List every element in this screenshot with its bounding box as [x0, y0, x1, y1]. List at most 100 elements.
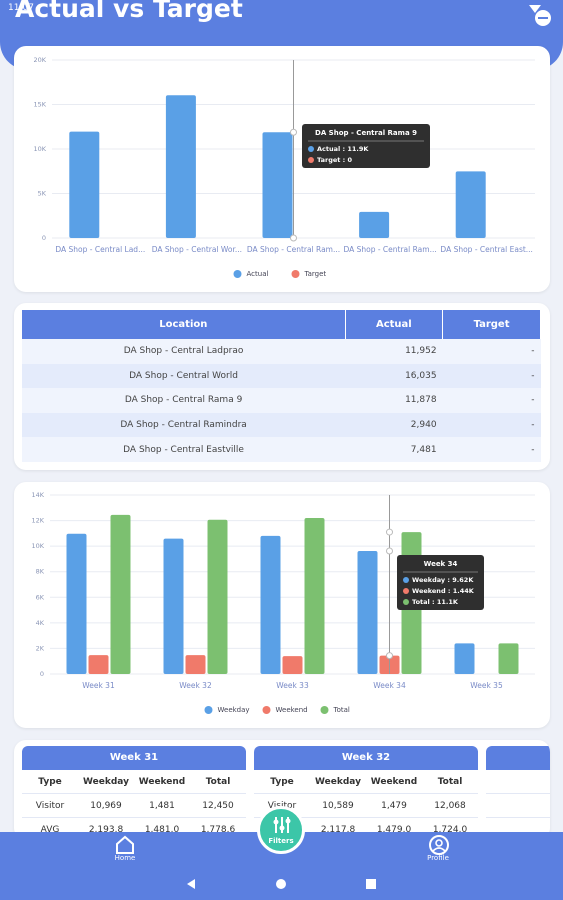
week-card-header: Type [486, 770, 550, 794]
x-tick-label: Week 32 [179, 681, 212, 690]
bar [304, 518, 325, 674]
week-card-row: Visitor 10,589 1,479 12,068 [254, 794, 478, 818]
x-tick-label: DA Shop - Central Lad... [55, 245, 145, 254]
table-row: DA Shop - Central Eastville 7,481 - [22, 437, 541, 462]
week-card-title: Week 31 [22, 746, 246, 770]
week-card-cell: 12,450 [202, 800, 234, 811]
nav-home[interactable]: Home [114, 854, 136, 862]
bar [163, 538, 184, 674]
profile-icon[interactable] [428, 834, 450, 856]
bar [359, 211, 390, 238]
week-card-header-cell: Total [205, 776, 231, 787]
filters-button[interactable]: Filters [257, 806, 305, 854]
y-tick-label: 0 [42, 234, 46, 242]
week-card-row: AVG 2,193.8 1,481.0 1,778.6 [22, 818, 246, 840]
table-cell: - [531, 395, 535, 406]
table-row: DA Shop - Central Ramindra 2,940 - [22, 412, 541, 438]
location-chart: 0 5K 10K 15K 20K DA Shop - Central Lad... DA S… [33, 56, 535, 278]
table-cell: - [531, 370, 535, 381]
nav-profile[interactable]: Profile [427, 854, 449, 862]
tooltip-line: Weekend : 1.44K [412, 587, 475, 595]
y-tick-label: 0 [40, 670, 44, 678]
y-tick-label: 12K [31, 517, 44, 525]
week-card-cell: 1,481.0 [144, 824, 180, 835]
status-time: 11:07 [8, 3, 34, 13]
week-card: TypeVisitorAVG [486, 746, 550, 840]
table-cell: 11,878 [405, 395, 437, 406]
tooltip-swatch [403, 588, 409, 594]
week-card-title: Week 32 [254, 746, 478, 770]
week-card-cell: 1,724.0 [432, 824, 468, 835]
tooltip-title: Week 34 [424, 560, 458, 568]
tooltip-box [302, 124, 430, 168]
x-tick-label: Week 35 [470, 681, 503, 690]
location-table: Location Actual Target DA Shop - Central La… [22, 310, 541, 462]
tooltip-title: DA Shop - Central Rama 9 [315, 129, 417, 137]
bar [454, 643, 475, 674]
table-row: DA Shop - Central World 16,035 - [22, 363, 541, 389]
week-card-header-cell: Weekday [83, 776, 129, 787]
table-header-cell: Actual [345, 310, 444, 339]
table-cell: DA Shop - Central World [129, 370, 238, 381]
bar [357, 551, 378, 674]
table-cell: 16,035 [405, 370, 437, 381]
bar [262, 132, 293, 238]
tooltip-line: Total : 11.1K [412, 598, 459, 606]
x-tick-label: DA Shop - Central Wor... [152, 245, 242, 254]
bar [207, 519, 228, 674]
week-card-header: Type Weekday Weekend Total [22, 770, 246, 794]
legend-label: Target [304, 270, 327, 278]
table-cell: DA Shop - Central Rama 9 [124, 395, 243, 406]
tooltip-swatch [403, 577, 409, 583]
table-header-row: Location Actual Target [22, 310, 541, 339]
y-tick-label: 10K [31, 542, 44, 550]
week-card-header-cell: Weekend [370, 776, 418, 787]
legend-label: Weekday [218, 706, 250, 714]
week-card-cell: Visitor [254, 801, 310, 811]
week-card-cell: Visitor [35, 800, 65, 811]
week-card-cell: 2,117.8 [320, 824, 356, 835]
week-card-cell: 2,193.8 [88, 824, 124, 835]
table-header-cell: Target [442, 310, 541, 339]
week-card: Week 32 Type Weekday Weekend Total Visitor 10,… [254, 746, 478, 840]
week-card-header-cell: Type [270, 776, 294, 787]
x-tick-label: DA Shop - Central East... [440, 245, 533, 254]
legend-label: Weekend [276, 706, 308, 714]
tooltip-swatch [403, 599, 409, 605]
table-cell: - [531, 346, 535, 357]
system-nav [187, 879, 376, 889]
bar [66, 533, 87, 674]
tooltip-point [290, 234, 297, 242]
week-card-row: Visitor 10,969 1,481 12,450 [22, 794, 246, 818]
x-tick-label: DA Shop - Central Ram... [343, 245, 436, 254]
y-tick-label: 4K [36, 619, 45, 627]
tooltip-point [386, 528, 393, 536]
x-tick-label: Week 34 [373, 681, 406, 690]
legend-label: Actual [247, 270, 269, 278]
week-card-cell: 10,969 [90, 800, 122, 811]
tooltip-swatch [308, 157, 314, 163]
table-header-cell: Location [22, 310, 346, 339]
week-card-row: Visitor [486, 794, 550, 818]
bar [282, 656, 303, 674]
week-card-cell: Visitor [486, 801, 550, 811]
week-card-cell: 10,589 [322, 800, 354, 811]
bar [185, 655, 206, 674]
week-chart-card: 0 2K 4K 6K 8K 10K 12K 14K Week 31 Week 32 Week 33 W… [14, 482, 550, 728]
week-card-header-cell: Type [38, 776, 62, 787]
y-tick-label: 5K [38, 190, 47, 198]
table-card: Location Actual Target DA Shop - Central La… [14, 303, 550, 470]
week-card-header: Type Weekday Weekend Total [254, 770, 478, 794]
y-tick-label: 10K [33, 145, 46, 153]
table-cell: - [531, 444, 535, 455]
table-cell: DA Shop - Central Ladprao [123, 346, 244, 357]
home-icon[interactable] [114, 835, 136, 855]
week-card: Week 31 Type Weekday Weekend Total Visitor 10,… [22, 746, 246, 840]
location-chart-card: 0 5K 10K 15K 20K DA Shop - Central Lad... DA S… [14, 46, 550, 292]
tooltip-point [386, 652, 393, 660]
tooltip-line: Actual : 11.9K [317, 145, 369, 153]
nav-filters[interactable]: Filters [268, 837, 294, 845]
table-cell: 11,952 [405, 346, 437, 357]
table-row: DA Shop - Central Ladprao 11,952 - [22, 339, 541, 364]
week-card-header-cell: Weekday [315, 776, 361, 787]
